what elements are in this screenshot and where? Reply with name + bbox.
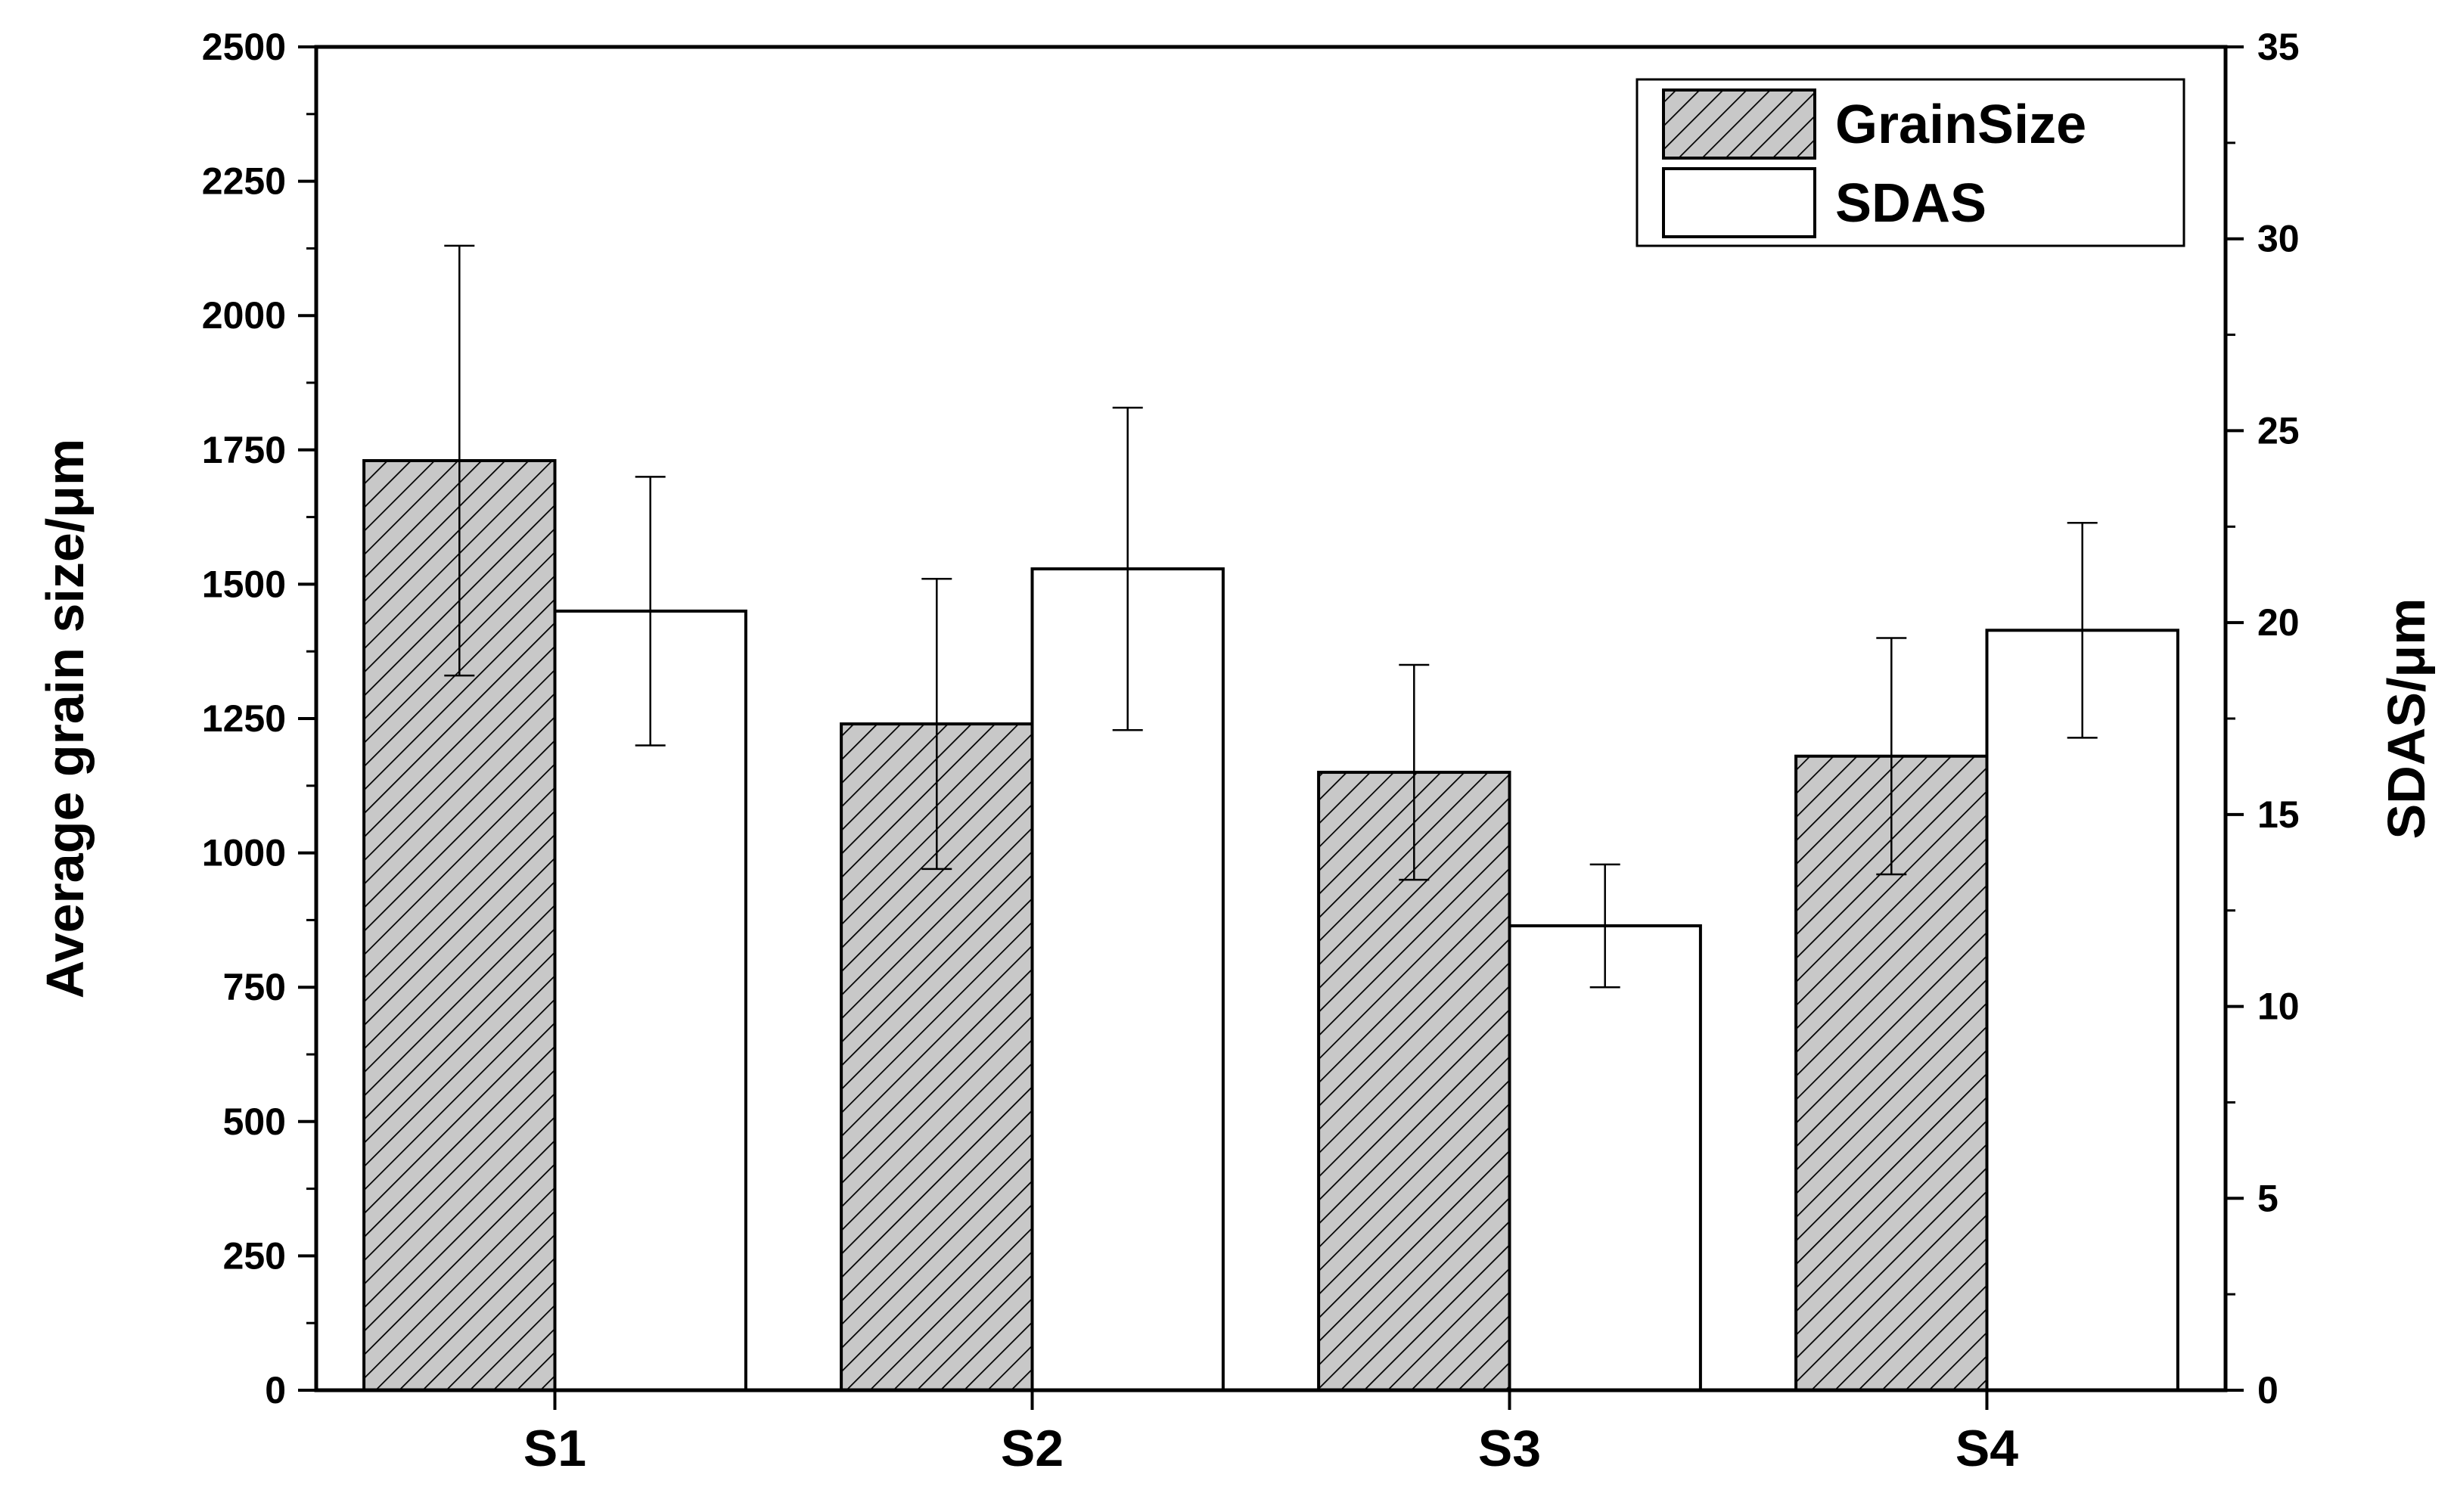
- y-tick-label: 2500: [202, 26, 286, 68]
- y2-tick-label: 15: [2257, 793, 2300, 836]
- x-tick-label: S2: [1001, 1420, 1064, 1477]
- y2-tick-label: 5: [2257, 1177, 2278, 1219]
- y-tick-label: 750: [223, 966, 286, 1008]
- y-tick-label: 2250: [202, 160, 286, 203]
- x-tick-label: S1: [523, 1420, 586, 1477]
- y-axis-title: Average grain size/μm: [36, 439, 95, 999]
- y2-tick-label: 25: [2257, 409, 2300, 452]
- legend-grainsize-swatch: [1662, 88, 1816, 160]
- labels-layer: S1 S2 S3 S402505007501000125015001750200022…: [36, 26, 2436, 1477]
- x-tick-label: S4: [1955, 1420, 2018, 1477]
- legend: GrainSize SDAS: [1635, 78, 2185, 247]
- legend-sdas-label: SDAS: [1835, 173, 1986, 234]
- y-tick-label: 0: [265, 1369, 286, 1411]
- legend-sdas-swatch: [1662, 167, 1816, 238]
- y-tick-label: 1750: [202, 429, 286, 471]
- y2-tick-label: 35: [2257, 26, 2300, 68]
- legend-grainsize-label: GrainSize: [1835, 95, 2086, 155]
- y2-tick-label: 20: [2257, 601, 2300, 644]
- y2-tick-label: 0: [2257, 1369, 2278, 1411]
- sdas-bar: [1985, 629, 2179, 1392]
- axes-layer: [298, 45, 2244, 1410]
- error-bars-layer: [444, 244, 2098, 989]
- y2-tick-label: 10: [2257, 986, 2300, 1028]
- y-tick-label: 250: [223, 1234, 286, 1277]
- y-tick-label: 1500: [202, 563, 286, 605]
- y-tick-label: 2000: [202, 294, 286, 337]
- y2-axis-title: SDAS/μm: [2377, 598, 2436, 840]
- y-tick-label: 1250: [202, 697, 286, 740]
- y-tick-label: 500: [223, 1101, 286, 1143]
- sdas-bar: [1508, 924, 1702, 1392]
- x-tick-label: S3: [1478, 1420, 1541, 1477]
- bars-layer: [362, 459, 2179, 1392]
- y2-tick-label: 30: [2257, 218, 2300, 260]
- y-tick-label: 1000: [202, 832, 286, 874]
